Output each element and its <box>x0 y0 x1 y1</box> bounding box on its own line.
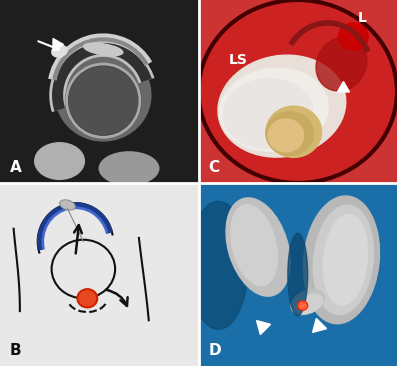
Ellipse shape <box>297 294 322 313</box>
Text: LS: LS <box>228 53 247 67</box>
Circle shape <box>299 302 306 309</box>
Ellipse shape <box>35 143 84 179</box>
Text: L: L <box>357 11 366 25</box>
Ellipse shape <box>339 23 368 51</box>
Ellipse shape <box>323 214 368 306</box>
Circle shape <box>266 112 314 156</box>
Ellipse shape <box>303 196 380 324</box>
Ellipse shape <box>66 64 141 137</box>
Circle shape <box>195 0 397 187</box>
Circle shape <box>198 0 397 183</box>
Ellipse shape <box>52 45 67 57</box>
Circle shape <box>266 106 322 157</box>
Ellipse shape <box>231 205 278 286</box>
Ellipse shape <box>226 198 290 296</box>
Circle shape <box>298 301 308 310</box>
Ellipse shape <box>60 200 75 210</box>
Circle shape <box>268 119 304 152</box>
Text: A: A <box>10 160 22 175</box>
Ellipse shape <box>291 290 324 314</box>
Ellipse shape <box>220 68 328 151</box>
Ellipse shape <box>218 55 346 157</box>
Ellipse shape <box>84 43 123 56</box>
Circle shape <box>78 290 96 307</box>
Ellipse shape <box>224 79 312 148</box>
Ellipse shape <box>189 201 248 329</box>
Text: B: B <box>10 343 21 358</box>
Ellipse shape <box>68 67 138 134</box>
Text: D: D <box>208 343 221 358</box>
Text: C: C <box>208 160 220 175</box>
Ellipse shape <box>316 37 367 91</box>
Ellipse shape <box>61 201 74 209</box>
Ellipse shape <box>56 49 151 141</box>
Ellipse shape <box>313 205 374 315</box>
Ellipse shape <box>288 234 308 315</box>
Ellipse shape <box>99 152 159 185</box>
